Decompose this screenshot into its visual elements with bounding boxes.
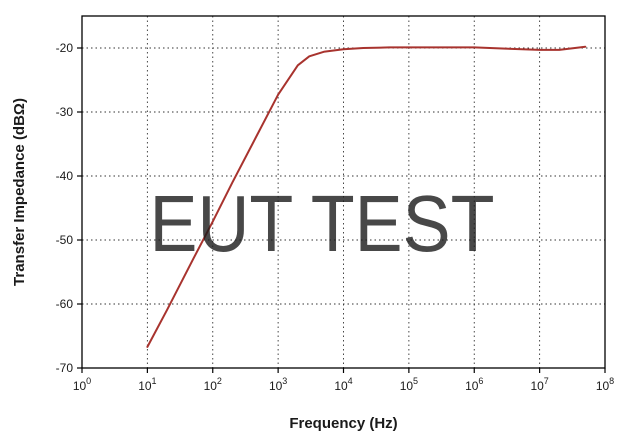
x-tick-base: 10 xyxy=(334,379,348,393)
x-tick-label: 106 xyxy=(465,376,483,393)
x-tick-label: 108 xyxy=(596,376,614,393)
x-tick-base: 10 xyxy=(400,379,414,393)
x-tick-exponent: 4 xyxy=(348,376,353,386)
x-tick-exponent: 0 xyxy=(86,376,91,386)
y-tick-label: -70 xyxy=(56,361,74,375)
y-tick-label: -30 xyxy=(56,105,74,119)
y-tick-label: -20 xyxy=(56,41,74,55)
x-tick-exponent: 7 xyxy=(544,376,549,386)
y-tick-label: -40 xyxy=(56,169,74,183)
x-tick-base: 10 xyxy=(465,379,479,393)
x-tick-label: 107 xyxy=(530,376,548,393)
x-tick-exponent: 1 xyxy=(152,376,157,386)
x-tick-base: 10 xyxy=(204,379,218,393)
y-tick-label: -50 xyxy=(56,233,74,247)
x-tick-exponent: 2 xyxy=(217,376,222,386)
x-axis-title: Frequency (Hz) xyxy=(289,415,397,432)
x-tick-label: 102 xyxy=(204,376,222,393)
x-tick-base: 10 xyxy=(596,379,610,393)
x-tick-label: 105 xyxy=(400,376,418,393)
watermark-text: EUT TEST xyxy=(150,179,495,268)
y-tick-label: -60 xyxy=(56,297,74,311)
x-tick-exponent: 3 xyxy=(282,376,287,386)
axis-ticks: 100 101 102 103 104 105 106 107 108-20-30-40-50-… xyxy=(56,41,615,393)
x-tick-exponent: 8 xyxy=(609,376,614,386)
series-layer xyxy=(146,45,587,348)
x-tick-base: 10 xyxy=(269,379,283,393)
x-tick-label: 103 xyxy=(269,376,287,393)
x-tick-base: 10 xyxy=(530,379,544,393)
series-line-0 xyxy=(146,45,587,348)
x-tick-exponent: 6 xyxy=(478,376,483,386)
x-tick-label: 101 xyxy=(138,376,156,393)
x-tick-label: 104 xyxy=(334,376,352,393)
grid-lines xyxy=(82,16,605,368)
x-tick-base: 10 xyxy=(138,379,152,393)
x-tick-exponent: 5 xyxy=(413,376,418,386)
y-axis-title: Transfer Impedance (dBΩ) xyxy=(11,98,28,286)
x-tick-base: 10 xyxy=(73,379,87,393)
x-tick-label: 100 xyxy=(73,376,91,393)
